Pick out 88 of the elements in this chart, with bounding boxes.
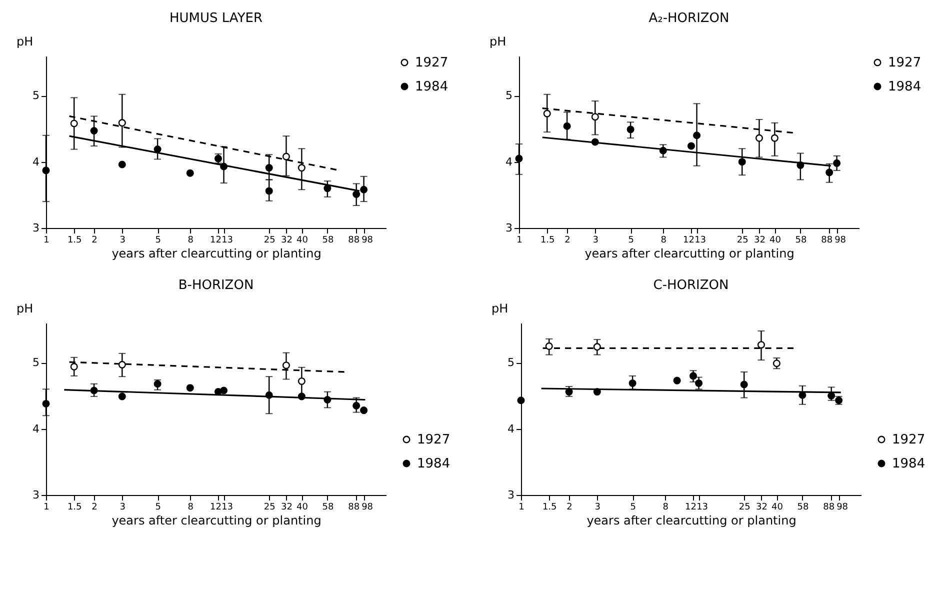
x-tick-label: 88 (348, 236, 360, 246)
x-tick-label: 88 (823, 502, 835, 512)
x-tick-label: 98 (362, 236, 374, 246)
x-tick-label: 58 (322, 502, 334, 512)
legend-label: 1927 (888, 56, 922, 70)
x-axis-title: years after clearcutting or planting (112, 246, 322, 260)
x-tick-label: 25 (738, 502, 750, 512)
y-tick-label: 4 (32, 155, 40, 168)
x-tick-label: 1.5 (67, 236, 82, 246)
x-tick-label: 1 (44, 502, 50, 512)
x-tick-label: 8 (662, 502, 669, 512)
x-tick-label: 13 (222, 236, 234, 246)
x-tick-label: 40 (296, 502, 308, 512)
x-tick-label: 1 (516, 236, 522, 246)
x-tick-label: 58 (322, 236, 334, 246)
y-tick-label: 4 (508, 422, 514, 436)
x-tick-label: 12 (685, 502, 696, 512)
x-tick-label: 5 (628, 236, 634, 246)
y-tick-label: 5 (32, 356, 40, 370)
x-tick-label: 1.5 (542, 502, 557, 512)
legend-label: 1927 (415, 56, 448, 70)
x-tick-label: 2 (92, 236, 98, 246)
x-tick-label: 12 (210, 502, 222, 512)
x-tick-label: 1.5 (67, 502, 82, 512)
x-tick-label: 1 (518, 502, 524, 512)
x-axis-title: years after clearcutting or planting (112, 514, 322, 528)
y-axis-title: pH (490, 34, 506, 48)
x-tick-label: 88 (821, 236, 833, 246)
x-tick-label: 8 (660, 236, 667, 246)
y-tick-label: 4 (506, 155, 512, 168)
x-tick-label: 25 (736, 236, 748, 246)
legend-label: 1984 (417, 456, 450, 472)
y-axis-title: pH (492, 302, 508, 316)
x-tick-label: 3 (594, 502, 601, 512)
chart-title: C-HORIZON (653, 278, 729, 293)
x-tick-label: 3 (120, 236, 126, 246)
y-tick-label: 5 (32, 89, 40, 102)
x-tick-label: 5 (155, 502, 161, 512)
x-tick-label: 5 (630, 502, 636, 512)
x-tick-label: 12 (210, 236, 222, 246)
x-tick-label: 13 (694, 236, 706, 246)
x-tick-label: 3 (120, 502, 126, 512)
x-tick-label: 2 (92, 502, 98, 512)
x-tick-label: 13 (696, 502, 708, 512)
x-tick-label: 1.5 (540, 236, 555, 246)
x-tick-label: 8 (188, 236, 194, 246)
x-tick-label: 3 (592, 236, 599, 246)
y-tick-label: 3 (32, 222, 40, 234)
y-tick-label: 5 (508, 356, 514, 370)
x-axis-title: years after clearcutting or planting (584, 246, 794, 260)
x-tick-label: 2 (564, 236, 570, 246)
x-tick-label: 1 (44, 236, 50, 246)
chart-title: B-HORIZON (178, 278, 254, 293)
x-tick-label: 98 (836, 502, 848, 512)
x-tick-label: 13 (222, 502, 234, 512)
x-tick-label: 32 (280, 236, 292, 246)
legend-label: 1927 (892, 432, 926, 448)
x-tick-label: 98 (834, 236, 846, 246)
chart-title: HUMUS LAYER (169, 11, 263, 26)
x-tick-label: 58 (795, 236, 807, 246)
x-tick-label: 32 (754, 236, 766, 246)
x-tick-label: 88 (348, 502, 360, 512)
chart-title: A₂-HORIZON (648, 11, 730, 26)
x-tick-label: 12 (683, 236, 694, 246)
legend-label: 1984 (892, 456, 926, 472)
x-tick-label: 25 (264, 236, 276, 246)
legend-label: 1927 (417, 432, 450, 448)
x-tick-label: 2 (566, 502, 572, 512)
y-tick-label: 4 (32, 422, 40, 436)
y-axis-title: pH (16, 302, 34, 316)
legend-label: 1984 (888, 80, 922, 94)
x-axis-title: years after clearcutting or planting (586, 514, 796, 528)
legend-label: 1984 (415, 80, 448, 94)
y-tick-label: 3 (32, 488, 40, 502)
x-tick-label: 40 (296, 236, 308, 246)
x-tick-label: 32 (280, 502, 292, 512)
x-tick-label: 32 (756, 502, 768, 512)
x-tick-label: 8 (188, 502, 194, 512)
x-tick-label: 5 (155, 236, 161, 246)
y-tick-label: 3 (506, 222, 512, 234)
x-tick-label: 98 (362, 502, 374, 512)
x-tick-label: 25 (264, 502, 276, 512)
x-tick-label: 58 (797, 502, 809, 512)
y-tick-label: 3 (508, 488, 514, 502)
y-axis-title: pH (16, 34, 34, 48)
x-tick-label: 40 (771, 502, 784, 512)
y-tick-label: 5 (506, 89, 512, 102)
x-tick-label: 40 (769, 236, 782, 246)
